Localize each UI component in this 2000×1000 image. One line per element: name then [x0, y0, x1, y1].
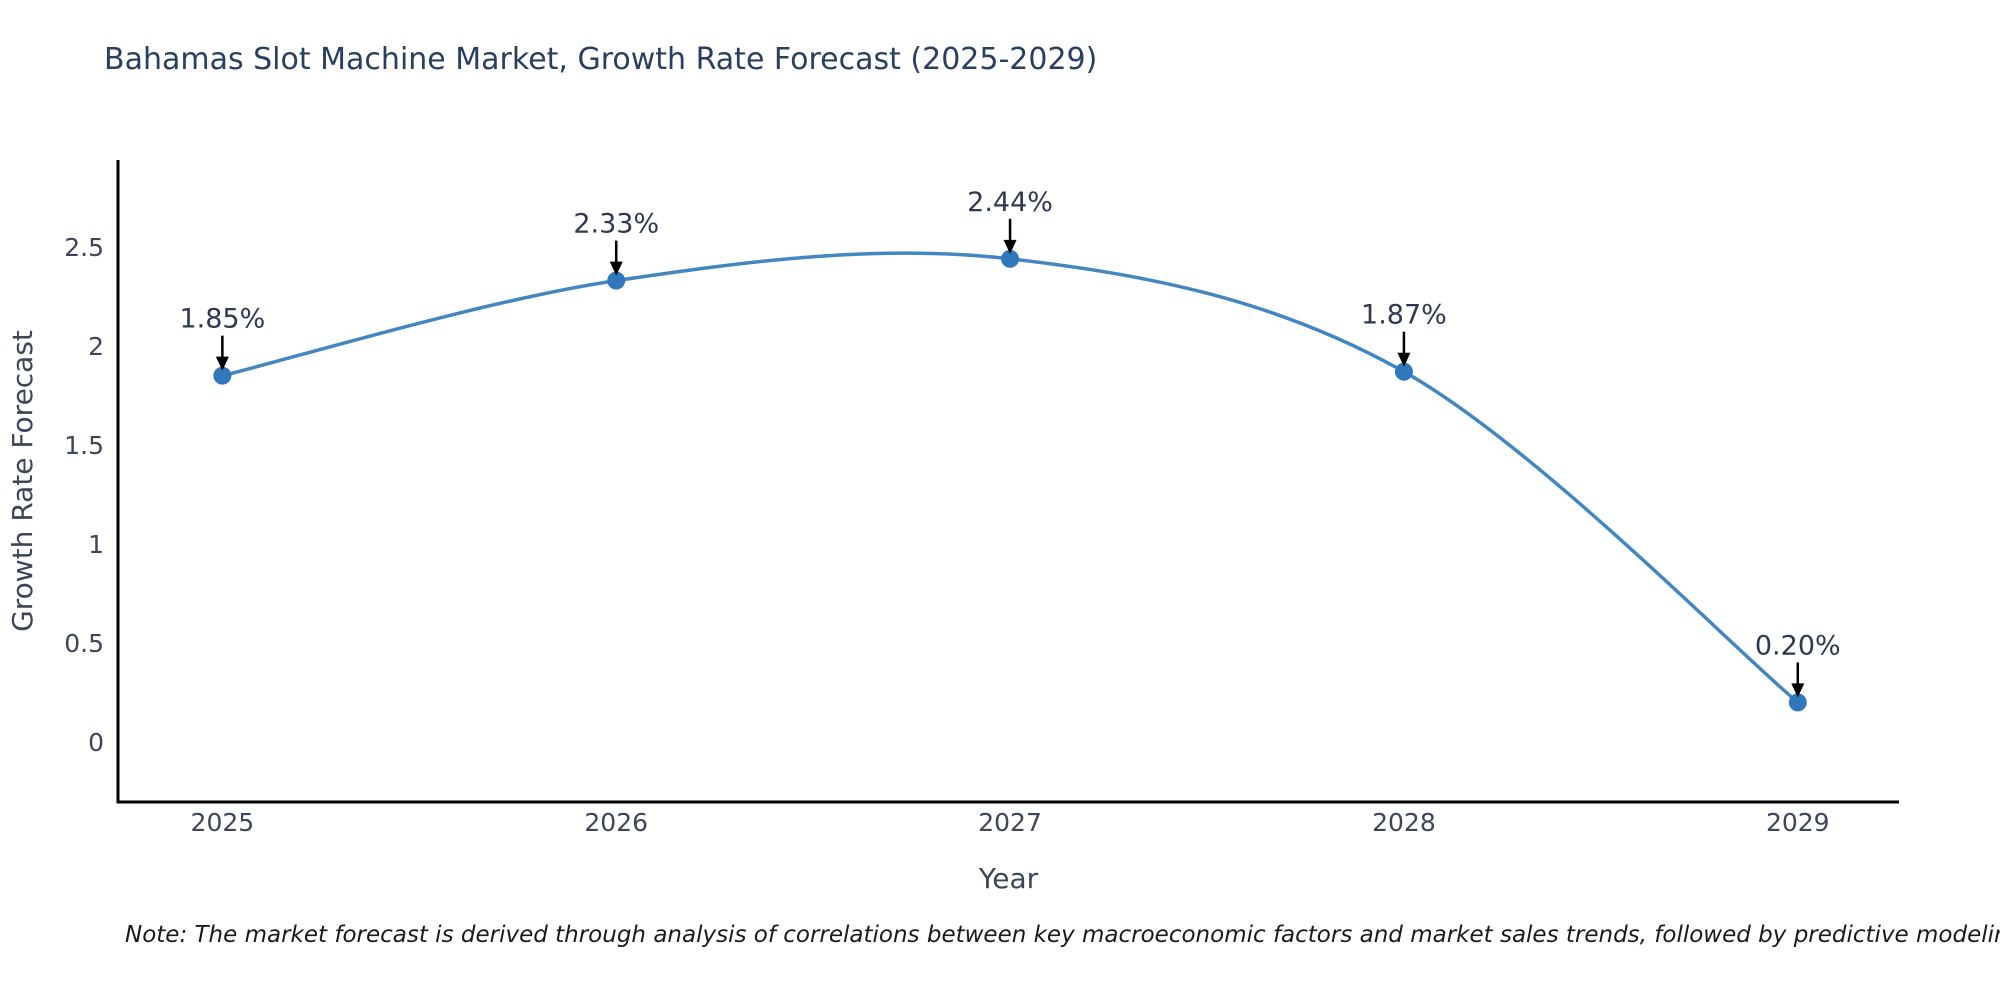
- data-point-marker: [1394, 362, 1413, 381]
- chart-title: Bahamas Slot Machine Market, Growth Rate…: [104, 42, 1098, 77]
- annotation-label: 1.87%: [1361, 300, 1447, 331]
- y-tick-label: 1.5: [64, 431, 104, 460]
- y-axis-title: Growth Rate Forecast: [6, 330, 39, 632]
- annotation-label: 0.20%: [1755, 630, 1841, 661]
- x-tick-label: 2029: [1766, 808, 1830, 837]
- x-tick-label: 2027: [978, 808, 1042, 837]
- x-axis-title: Year: [978, 862, 1039, 895]
- annotation-label: 1.85%: [179, 304, 265, 335]
- footnote: Note: The market forecast is derived thr…: [125, 922, 2000, 948]
- y-tick-label: 0: [88, 728, 104, 757]
- annotation-arrowhead: [1397, 352, 1411, 367]
- x-tick-label: 2025: [191, 808, 255, 837]
- y-tick-label: 2: [88, 332, 104, 361]
- x-tick-label: 2028: [1372, 808, 1436, 837]
- annotation-label: 2.44%: [967, 187, 1053, 218]
- annotation-label: 2.33%: [573, 209, 659, 240]
- annotation-arrowhead: [1791, 683, 1805, 698]
- annotation-arrowhead: [215, 356, 229, 371]
- y-tick-label: 0.5: [64, 629, 104, 658]
- annotation-arrowhead: [1003, 239, 1017, 254]
- data-point-marker: [1001, 249, 1020, 268]
- data-point-marker: [607, 271, 626, 290]
- x-tick-label: 2026: [584, 808, 648, 837]
- y-tick-label: 1: [88, 530, 104, 559]
- annotation-arrowhead: [609, 261, 623, 276]
- data-point-marker: [213, 366, 232, 385]
- data-point-marker: [1788, 693, 1807, 712]
- y-tick-label: 2.5: [64, 233, 104, 262]
- series-line: [221, 251, 1799, 704]
